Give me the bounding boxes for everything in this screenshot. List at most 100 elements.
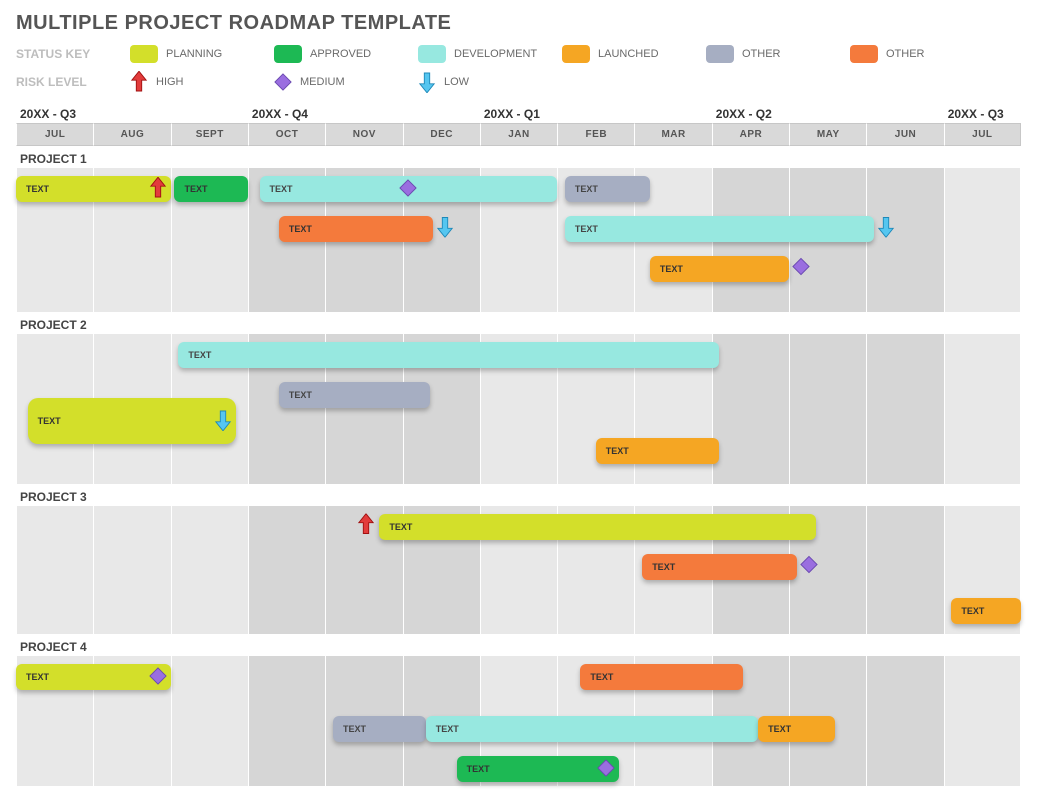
gantt-bar[interactable]: TEXT — [279, 216, 434, 242]
gantt-bar[interactable]: TEXT — [28, 398, 237, 444]
month-cell: MAY — [789, 123, 866, 146]
month-cell: FEB — [557, 123, 634, 146]
gantt-bar[interactable]: TEXT — [650, 256, 789, 282]
risk-legend-label: HIGH — [156, 76, 184, 88]
bar-label: TEXT — [768, 724, 791, 734]
quarter-cell — [325, 101, 402, 123]
medium-risk-icon — [800, 556, 818, 579]
roadmap-page: MULTIPLE PROJECT ROADMAP TEMPLATE STATUS… — [0, 0, 1037, 806]
project-title: PROJECT 4 — [16, 634, 1021, 656]
gantt-bar[interactable]: TEXT — [333, 716, 426, 742]
gantt-bar[interactable]: TEXT — [279, 382, 430, 408]
risk-legend: RISK LEVEL HIGH MEDIUM LOW — [16, 71, 1021, 93]
risk-legend-item: MEDIUM — [274, 73, 394, 91]
project-block: PROJECT 2 TEXT TEXT TEXT TEXT — [16, 312, 1021, 484]
bar-label: TEXT — [389, 522, 412, 532]
status-legend-label: PLANNING — [166, 48, 222, 60]
medium-risk-icon — [274, 73, 292, 91]
month-cell: JUL — [944, 123, 1021, 146]
timeline: 20XX - Q320XX - Q420XX - Q120XX - Q220XX… — [16, 101, 1021, 786]
month-cell: APR — [712, 123, 789, 146]
status-legend: STATUS KEY PLANNING APPROVED DEVELOPMENT… — [16, 45, 1021, 63]
gantt-bar[interactable]: TEXT — [16, 176, 171, 202]
quarter-cell — [557, 101, 634, 123]
gantt-bar[interactable]: TEXT — [16, 664, 171, 690]
risk-legend-item: HIGH — [130, 71, 250, 93]
quarter-cell: 20XX - Q3 — [944, 101, 1021, 123]
bar-label: TEXT — [590, 672, 613, 682]
bar-label: TEXT — [38, 416, 61, 426]
high-risk-icon — [130, 71, 148, 93]
bar-label: TEXT — [26, 184, 49, 194]
status-swatch — [274, 45, 302, 63]
bar-label: TEXT — [575, 224, 598, 234]
month-cell: JAN — [480, 123, 557, 146]
project-block: PROJECT 3 TEXT TEXTTEXT — [16, 484, 1021, 634]
bar-label: TEXT — [652, 562, 675, 572]
status-legend-item: OTHER — [850, 45, 970, 63]
risk-key-label: RISK LEVEL — [16, 75, 106, 89]
gantt-bar[interactable]: TEXT — [565, 216, 874, 242]
project-lane: TEXT TEXT TEXT TEXT TEXT TEXT — [16, 656, 1021, 786]
status-key-label: STATUS KEY — [16, 47, 106, 61]
low-risk-icon — [418, 71, 436, 93]
medium-risk-icon — [792, 258, 810, 281]
status-legend-label: APPROVED — [310, 48, 371, 60]
medium-risk-icon — [399, 179, 417, 199]
quarter-cell — [634, 101, 711, 123]
quarter-cell: 20XX - Q3 — [16, 101, 93, 123]
projects-container: PROJECT 1 TEXT TEXT TEXT TEXT TEXT TEXT TE… — [16, 146, 1021, 786]
quarter-cell — [171, 101, 248, 123]
quarter-header: 20XX - Q320XX - Q420XX - Q120XX - Q220XX… — [16, 101, 1021, 123]
gantt-bar[interactable]: TEXT — [951, 598, 1021, 624]
quarter-cell: 20XX - Q2 — [712, 101, 789, 123]
quarter-cell — [403, 101, 480, 123]
bar-label: TEXT — [188, 350, 211, 360]
risk-legend-label: MEDIUM — [300, 76, 345, 88]
project-lane: TEXT TEXT TEXT — [16, 506, 1021, 634]
gantt-bar[interactable]: TEXT — [580, 664, 742, 690]
bar-label: TEXT — [961, 606, 984, 616]
bar-label: TEXT — [289, 390, 312, 400]
gantt-bar[interactable]: TEXT — [642, 554, 797, 580]
month-cell: NOV — [325, 123, 402, 146]
quarter-cell — [93, 101, 170, 123]
quarter-cell — [789, 101, 866, 123]
status-legend-label: OTHER — [742, 48, 781, 60]
quarter-cell: 20XX - Q4 — [248, 101, 325, 123]
bar-label: TEXT — [660, 264, 683, 274]
gantt-bar[interactable]: TEXT — [260, 176, 558, 202]
gantt-bar[interactable]: TEXT — [596, 438, 720, 464]
risk-legend-label: LOW — [444, 76, 469, 88]
status-swatch — [706, 45, 734, 63]
status-swatch — [130, 45, 158, 63]
gantt-bar[interactable]: TEXT — [379, 514, 816, 540]
status-legend-item: DEVELOPMENT — [418, 45, 538, 63]
gantt-bar[interactable]: TEXT — [565, 176, 650, 202]
status-legend-item: PLANNING — [130, 45, 250, 63]
high-risk-icon — [149, 177, 167, 201]
low-risk-icon — [877, 216, 895, 243]
bar-label: TEXT — [467, 764, 490, 774]
bar-label: TEXT — [26, 672, 49, 682]
project-title: PROJECT 2 — [16, 312, 1021, 334]
status-legend-item: LAUNCHED — [562, 45, 682, 63]
month-cell: JUN — [866, 123, 943, 146]
gantt-bar[interactable]: TEXT — [426, 716, 758, 742]
month-cell: DEC — [403, 123, 480, 146]
month-cell: AUG — [93, 123, 170, 146]
bar-label: TEXT — [606, 446, 629, 456]
bar-label: TEXT — [343, 724, 366, 734]
status-swatch — [850, 45, 878, 63]
gantt-bar[interactable]: TEXT — [174, 176, 247, 202]
status-legend-item: APPROVED — [274, 45, 394, 63]
project-block: PROJECT 1 TEXT TEXT TEXT TEXT TEXT TEXT TE… — [16, 146, 1021, 312]
project-lane: TEXT TEXT TEXT TEXT — [16, 334, 1021, 484]
project-title: PROJECT 1 — [16, 146, 1021, 168]
status-legend-label: DEVELOPMENT — [454, 48, 537, 60]
gantt-bar[interactable]: TEXT — [758, 716, 835, 742]
gantt-bar[interactable]: TEXT — [457, 756, 619, 782]
gantt-bar[interactable]: TEXT — [178, 342, 719, 368]
status-swatch — [562, 45, 590, 63]
bar-label: TEXT — [575, 184, 598, 194]
